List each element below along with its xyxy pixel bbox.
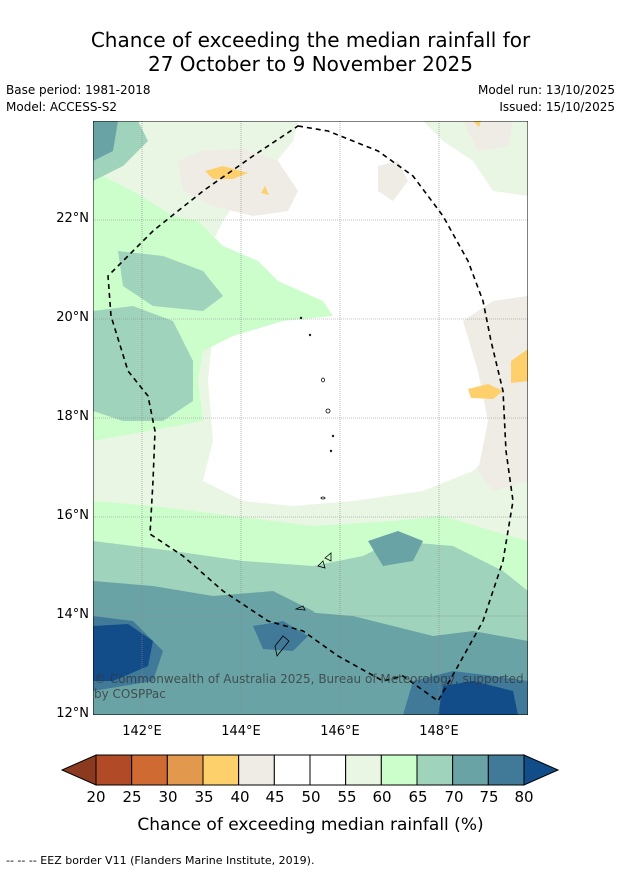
- colorbar-extend-low: [60, 754, 97, 786]
- saipan: [324, 552, 332, 562]
- colorbar-tick: 25: [122, 788, 142, 806]
- colorbar: [60, 753, 560, 789]
- base-period: Base period: 1981-2018: [6, 83, 151, 97]
- meta-right: Model run: 13/10/2025 Issued: 15/10/2025: [478, 82, 615, 116]
- colorbar-tick: 60: [372, 788, 392, 806]
- colorbar-tick: 65: [408, 788, 428, 806]
- colorbar-bin: [131, 754, 168, 786]
- meta-left: Base period: 1981-2018 Model: ACCESS-S2: [6, 82, 151, 116]
- colorbar-svg: [60, 754, 560, 786]
- region-65-70pct-mid: [118, 251, 223, 311]
- region-70-75pct: [93, 121, 118, 161]
- probability-map: [93, 121, 528, 715]
- colorbar-bin: [452, 754, 489, 786]
- lon-tick-label: 144°E: [221, 724, 261, 739]
- colorbar-extend-high: [523, 754, 560, 786]
- lon-tick-label: 148°E: [419, 724, 459, 739]
- colorbar-bin: [487, 754, 525, 786]
- region-80pct: [93, 624, 153, 681]
- lat-tick-label: 22°N: [56, 211, 89, 226]
- map-canvas: [93, 121, 528, 715]
- tinian: [317, 560, 326, 569]
- region-35-40pct-c: [468, 384, 503, 399]
- colorbar-tick: 75: [479, 788, 499, 806]
- graticule: [93, 121, 528, 715]
- region-35-40pct-b: [261, 186, 269, 195]
- lat-tick-label: 18°N: [56, 409, 89, 424]
- colorbar-bin: [380, 754, 418, 786]
- guam: [274, 635, 290, 657]
- colorbar-tick: 80: [514, 788, 534, 806]
- colorbar-bin: [345, 754, 382, 786]
- region-40-45pct-n2: [378, 161, 408, 201]
- model-run: Model run: 13/10/2025: [477, 83, 615, 97]
- issue-date: Issued: 15/10/2025: [499, 100, 615, 114]
- colorbar-bin: [273, 754, 311, 786]
- title-line-2: 27 October to 9 November 2025: [147, 52, 474, 76]
- model-name: Model: ACCESS-S2: [6, 100, 118, 114]
- lat-tick-label: 20°N: [56, 310, 89, 325]
- eez-border: [107, 125, 514, 703]
- colorbar-tick: 55: [337, 788, 357, 806]
- region-40-45pct-ne: [463, 121, 513, 151]
- rota: [294, 605, 306, 611]
- lat-tick-label: 14°N: [56, 607, 89, 622]
- region-40-45pct-n: [178, 149, 298, 216]
- region-70-75pct-e: [368, 531, 423, 566]
- region-35-40pct-a: [205, 166, 248, 179]
- title-line-1: Chance of exceeding the median rainfall …: [90, 28, 531, 52]
- colorbar-bin: [202, 754, 240, 786]
- region-65-70pct-w: [93, 306, 193, 421]
- region-35-40pct-e: [473, 121, 481, 127]
- region-80pct-se: [438, 681, 518, 715]
- colorbar-bin: [238, 754, 275, 786]
- colorbar-tick: 30: [158, 788, 178, 806]
- region-35-40pct-d: [511, 349, 528, 383]
- colorbar-bin: [166, 754, 204, 786]
- colorbar-bin: [309, 754, 347, 786]
- copyright-notice: © Commonwealth of Australia 2025, Bureau…: [94, 672, 524, 701]
- colorbar-bin: [95, 754, 133, 786]
- island-outlines: [274, 316, 335, 657]
- map-title: Chance of exceeding the median rainfall …: [0, 28, 621, 76]
- colorbar-label: Chance of exceeding median rainfall (%): [137, 815, 484, 835]
- lon-tick-label: 146°E: [320, 724, 360, 739]
- colorbar-bin: [416, 754, 454, 786]
- lat-tick-label: 16°N: [56, 508, 89, 523]
- colorbar-tick: 35: [194, 788, 214, 806]
- lon-tick-label: 142°E: [122, 724, 162, 739]
- eez-legend-note: -- -- -- EEZ border V11 (Flanders Marine…: [6, 854, 315, 867]
- colorbar-tick: 20: [86, 788, 106, 806]
- colorbar-tick: 70: [444, 788, 464, 806]
- colorbar-tick: 45: [265, 788, 285, 806]
- colorbar-tick: 50: [301, 788, 321, 806]
- colorbar-tick: 40: [230, 788, 250, 806]
- lat-tick-label: 12°N: [56, 706, 89, 721]
